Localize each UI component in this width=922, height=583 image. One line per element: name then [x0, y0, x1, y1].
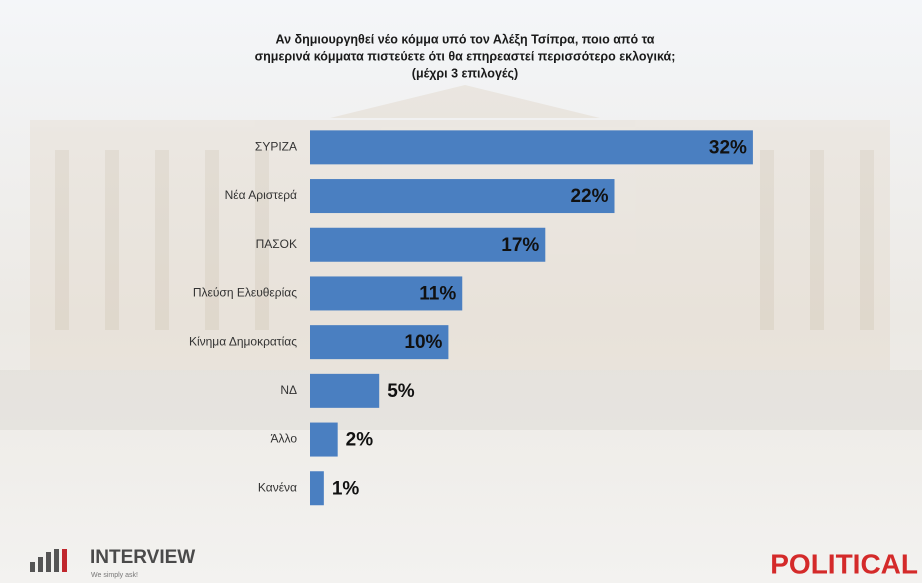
bar [310, 130, 753, 164]
chart-title: (μέχρι 3 επιλογές) [412, 66, 518, 80]
value-label: 5% [387, 381, 415, 402]
y-tick-label: Άλλο [270, 432, 297, 446]
logo-text: INTERVIEW [90, 547, 195, 568]
value-label: 10% [404, 332, 442, 353]
y-tick-label: Κίνημα Δημοκρατίας [189, 334, 297, 348]
chart: Αν δημιουργηθεί νέο κόμμα υπό τον Αλέξη … [0, 0, 922, 583]
y-tick-label: Κανένα [258, 480, 297, 494]
chart-title: Αν δημιουργηθεί νέο κόμμα υπό τον Αλέξη … [276, 32, 655, 46]
bar [310, 471, 324, 505]
logo-tagline: We simply ask! [91, 572, 138, 579]
value-label: 32% [709, 137, 747, 158]
y-tick-label: ΝΔ [280, 383, 297, 397]
bar [310, 374, 379, 408]
value-label: 11% [419, 283, 456, 304]
y-tick-label: Πλεύση Ελευθερίας [193, 286, 297, 300]
bar [310, 179, 615, 213]
y-tick-label: ΣΥΡΙΖΑ [255, 140, 297, 154]
chart-title: σημερινά κόμματα πιστεύετε ότι θα επηρεα… [255, 49, 676, 63]
value-label: 2% [346, 430, 374, 451]
value-label: 1% [332, 478, 360, 499]
right-logo: POLITICAL [770, 548, 918, 579]
value-label: 22% [570, 186, 608, 207]
value-label: 17% [501, 235, 539, 256]
y-tick-label: Νέα Αριστερά [225, 188, 297, 202]
bar [310, 423, 338, 457]
y-tick-label: ΠΑΣΟΚ [256, 237, 297, 251]
